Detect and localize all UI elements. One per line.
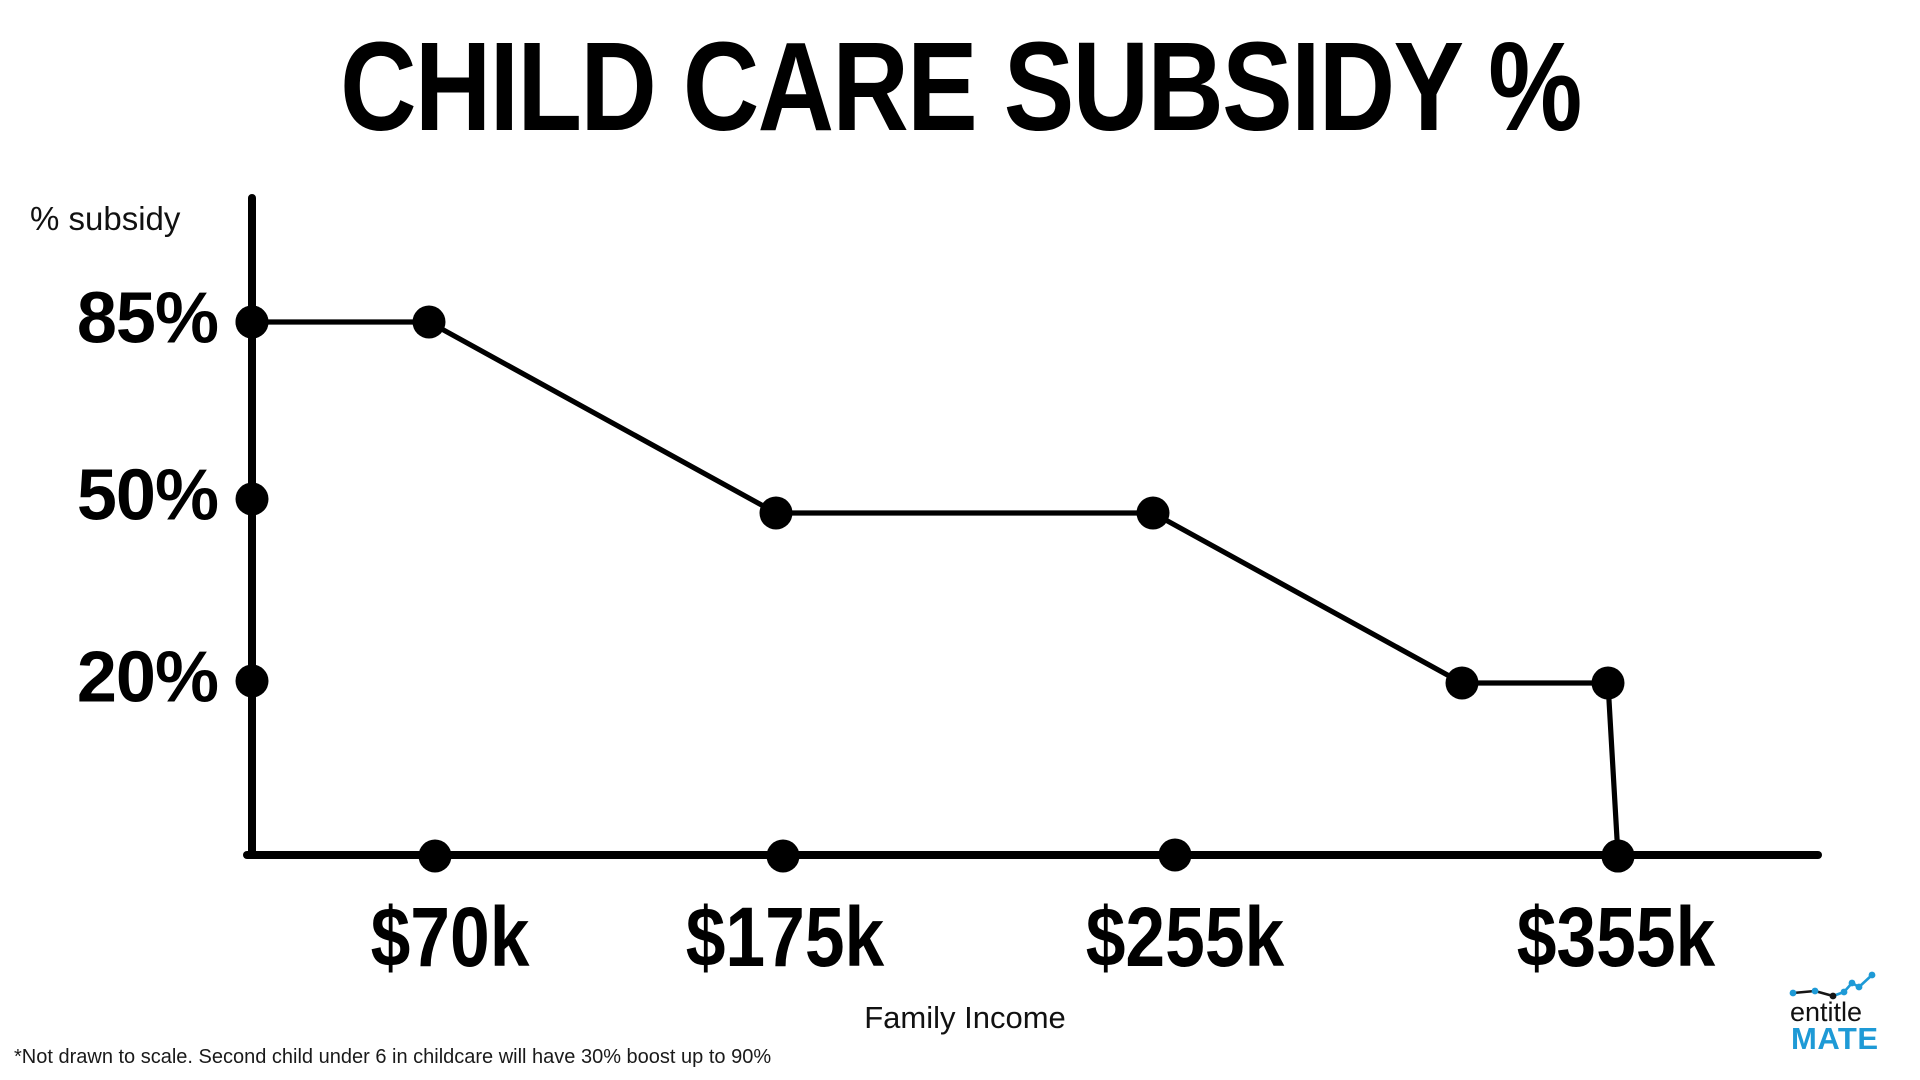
- entitlemate-logo: entitle MATE: [1786, 968, 1906, 1068]
- logo-text-entitle: entitle: [1790, 997, 1863, 1027]
- logo-spark-dot: [1855, 983, 1863, 991]
- x-tick-dot: [418, 839, 452, 873]
- chart-title-text: CHILD CARE SUBSIDY %: [339, 16, 1582, 157]
- footnote: *Not drawn to scale. Second child under …: [14, 1046, 772, 1068]
- logo-text-mate: MATE: [1791, 1021, 1879, 1056]
- data-point: [1591, 666, 1625, 700]
- logo-spark-dot: [1848, 979, 1856, 987]
- y-tick-dot: [235, 482, 269, 516]
- logo-spark-dot: [1811, 987, 1819, 995]
- logo-spark-dot: [1789, 989, 1797, 997]
- x-tick-label-70k: $70k: [370, 890, 530, 984]
- logo-sparkline-icon: [1789, 971, 1876, 1000]
- x-tick-dot: [1158, 838, 1192, 872]
- x-tick-label-355k: $355k: [1516, 890, 1716, 984]
- data-point: [1445, 666, 1479, 700]
- y-tick-label-20: 20%: [76, 637, 219, 718]
- logo-spark-dot: [1840, 988, 1848, 996]
- y-tick-dot: [235, 664, 269, 698]
- data-point: [235, 305, 269, 339]
- data-point: [759, 496, 793, 530]
- chart-title: CHILD CARE SUBSIDY %: [0, 24, 1920, 150]
- data-point: [1601, 839, 1635, 873]
- y-axis-title: % subsidy: [30, 200, 181, 237]
- data-point: [1136, 496, 1170, 530]
- logo-spark-dot: [1829, 992, 1837, 1000]
- y-tick-label-50: 50%: [76, 455, 219, 536]
- x-tick-dot: [766, 839, 800, 873]
- x-tick-label-175k: $175k: [685, 890, 885, 984]
- x-axis-title: Family Income: [864, 1000, 1066, 1035]
- logo-spark-segment: [1791, 989, 1817, 995]
- x-tick-label-255k: $255k: [1085, 890, 1285, 984]
- subsidy-line: [252, 319, 1621, 857]
- y-tick-label-85: 85%: [76, 278, 219, 359]
- data-point: [412, 305, 446, 339]
- logo-spark-dot: [1868, 971, 1876, 979]
